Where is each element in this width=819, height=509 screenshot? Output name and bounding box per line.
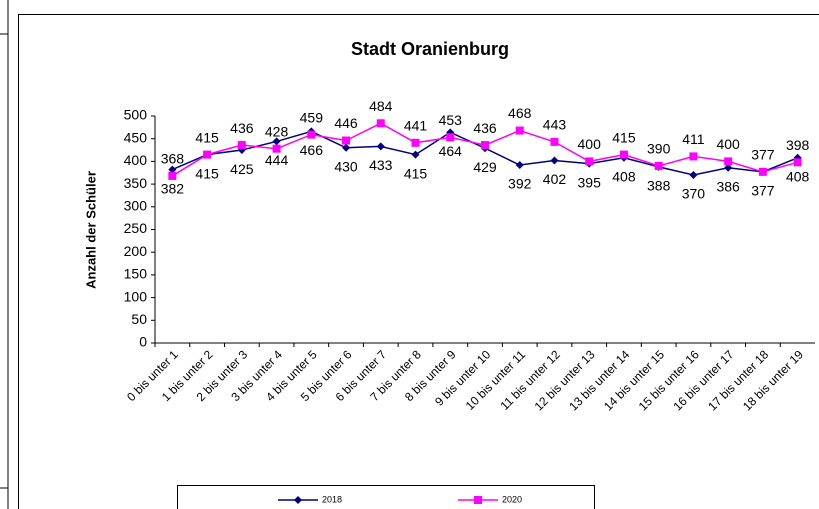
- marker: [446, 133, 455, 142]
- marker: [515, 126, 524, 135]
- data-label: 398: [786, 137, 810, 153]
- y-tick-label: 200: [124, 243, 148, 259]
- data-label: 429: [473, 159, 497, 175]
- data-label: 436: [473, 120, 497, 136]
- marker: [689, 171, 698, 180]
- data-label: 436: [230, 120, 254, 136]
- y-tick-label: 0: [139, 334, 147, 350]
- marker: [237, 141, 246, 150]
- marker: [550, 156, 559, 165]
- legend: [177, 485, 595, 509]
- marker: [474, 496, 482, 504]
- data-label: 443: [543, 117, 567, 133]
- data-label: 408: [786, 168, 810, 184]
- data-label: 386: [716, 178, 740, 194]
- data-label: 388: [647, 178, 671, 194]
- data-label: 377: [751, 183, 775, 199]
- marker: [272, 144, 281, 153]
- data-label: 444: [265, 152, 289, 168]
- marker: [168, 165, 177, 174]
- data-label: 377: [751, 147, 775, 163]
- data-label: 400: [578, 136, 602, 152]
- data-label: 428: [265, 123, 289, 139]
- data-label: 446: [334, 115, 358, 131]
- data-label: 441: [404, 117, 428, 133]
- data-label: 400: [716, 136, 740, 152]
- marker: [272, 137, 281, 146]
- marker: [376, 119, 385, 128]
- data-label: 370: [682, 186, 706, 202]
- data-label: 392: [508, 176, 532, 192]
- data-label: 415: [195, 129, 219, 145]
- data-label: 402: [543, 171, 567, 187]
- data-label: 368: [161, 151, 185, 167]
- y-tick-label: 300: [124, 198, 148, 214]
- data-label: 390: [647, 141, 671, 157]
- marker: [619, 150, 628, 159]
- marker: [342, 136, 351, 145]
- data-label: 466: [300, 142, 324, 158]
- marker: [342, 143, 351, 152]
- marker: [793, 158, 802, 167]
- data-label: 430: [334, 158, 358, 174]
- marker: [724, 163, 733, 172]
- y-tick-label: 350: [124, 175, 148, 191]
- data-label: 484: [369, 98, 393, 114]
- marker: [585, 157, 594, 166]
- marker: [411, 150, 420, 159]
- data-label: 411: [682, 131, 705, 147]
- marker: [376, 142, 385, 151]
- marker: [294, 496, 302, 504]
- y-tick-label: 250: [124, 220, 148, 236]
- marker: [515, 161, 524, 170]
- y-tick-label: 100: [124, 288, 148, 304]
- marker: [689, 152, 698, 161]
- marker: [654, 161, 663, 170]
- y-axis-label: Anzahl der Schüler: [83, 171, 98, 289]
- y-tick-label: 150: [124, 266, 148, 282]
- y-tick-label: 400: [124, 152, 148, 168]
- y-tick-label: 50: [131, 311, 147, 327]
- legend-label: 2020: [502, 494, 522, 504]
- data-label: 425: [230, 161, 254, 177]
- data-label: 433: [369, 157, 393, 173]
- data-label: 453: [439, 112, 463, 128]
- marker: [550, 137, 559, 146]
- y-tick-label: 500: [124, 107, 148, 123]
- data-label: 459: [300, 109, 324, 125]
- marker: [758, 167, 767, 176]
- data-label: 464: [439, 143, 463, 159]
- marker: [307, 130, 316, 139]
- data-label: 415: [195, 165, 219, 181]
- data-label: 415: [612, 129, 636, 145]
- legend-label: 2018: [322, 494, 342, 504]
- chart-area: [18, 14, 819, 509]
- marker: [724, 157, 733, 166]
- marker: [481, 141, 489, 150]
- marker: [411, 138, 420, 147]
- marker: [203, 150, 212, 159]
- marker: [168, 171, 177, 180]
- data-label: 395: [578, 174, 602, 190]
- data-label: 382: [161, 180, 185, 196]
- data-label: 468: [508, 105, 532, 121]
- y-tick-label: 450: [124, 129, 148, 145]
- data-label: 415: [404, 165, 428, 181]
- chart-title: Stadt Oranienburg: [351, 39, 509, 59]
- data-label: 408: [612, 168, 636, 184]
